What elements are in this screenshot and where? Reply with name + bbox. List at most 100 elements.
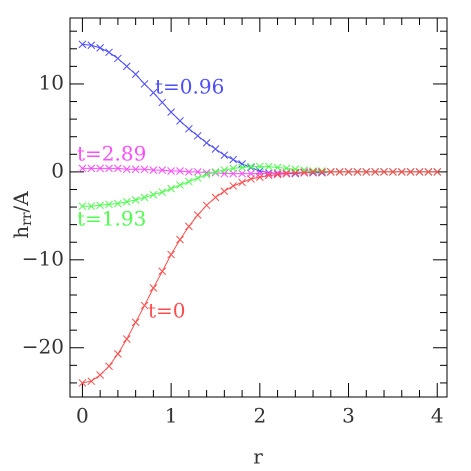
marker bbox=[96, 201, 105, 210]
marker bbox=[229, 182, 238, 190]
marker bbox=[318, 167, 326, 175]
marker bbox=[167, 108, 175, 116]
y-tick-label: −10 bbox=[22, 246, 64, 270]
marker bbox=[96, 164, 105, 173]
marker bbox=[105, 200, 113, 209]
marker bbox=[202, 139, 211, 147]
marker bbox=[193, 174, 202, 182]
series-label: t=2.89 bbox=[77, 142, 146, 166]
marker bbox=[140, 193, 149, 202]
marker bbox=[211, 168, 220, 177]
marker bbox=[149, 190, 158, 199]
marker bbox=[406, 168, 415, 176]
marker bbox=[389, 168, 397, 176]
x-axis-label: r bbox=[253, 445, 263, 469]
marker bbox=[238, 160, 246, 168]
marker bbox=[353, 168, 362, 176]
marker bbox=[78, 164, 87, 173]
marker bbox=[176, 181, 184, 189]
marker bbox=[247, 163, 255, 172]
marker bbox=[158, 166, 167, 174]
marker bbox=[344, 168, 353, 176]
marker bbox=[238, 163, 246, 172]
marker bbox=[176, 167, 184, 175]
marker bbox=[264, 171, 273, 180]
series-line bbox=[82, 171, 438, 384]
x-tick-label: 0 bbox=[76, 404, 89, 428]
x-tick-label: 2 bbox=[253, 404, 266, 428]
y-label-main: h bbox=[9, 226, 33, 239]
marker bbox=[140, 165, 149, 174]
marker bbox=[114, 54, 122, 63]
marker bbox=[158, 98, 167, 107]
marker bbox=[229, 155, 238, 164]
marker bbox=[291, 168, 300, 177]
marker bbox=[211, 193, 220, 202]
y-label-tail: /A bbox=[9, 191, 33, 213]
marker bbox=[193, 131, 202, 140]
marker bbox=[149, 88, 158, 97]
marker bbox=[114, 199, 122, 208]
marker bbox=[318, 168, 326, 176]
marker bbox=[87, 377, 96, 386]
marker bbox=[87, 202, 96, 211]
marker bbox=[211, 145, 220, 153]
marker bbox=[211, 168, 220, 176]
marker bbox=[78, 379, 87, 387]
marker bbox=[300, 168, 309, 177]
marker bbox=[176, 235, 184, 244]
marker bbox=[326, 168, 335, 176]
series-label: t=1.93 bbox=[77, 207, 146, 231]
marker bbox=[264, 162, 273, 171]
marker bbox=[309, 168, 317, 176]
marker bbox=[105, 48, 113, 57]
marker bbox=[362, 168, 371, 176]
marker bbox=[185, 168, 193, 176]
marker bbox=[318, 168, 326, 177]
marker bbox=[433, 168, 442, 176]
marker bbox=[167, 167, 175, 175]
marker bbox=[96, 371, 105, 379]
marker bbox=[220, 151, 229, 160]
marker bbox=[202, 201, 211, 210]
marker bbox=[140, 301, 149, 310]
marker bbox=[87, 41, 96, 50]
marker bbox=[149, 166, 158, 174]
marker bbox=[114, 350, 122, 358]
marker bbox=[105, 362, 113, 371]
marker bbox=[424, 168, 433, 176]
y-axis-label: hrr/A bbox=[9, 191, 36, 239]
marker bbox=[185, 124, 193, 133]
marker bbox=[78, 202, 87, 211]
marker bbox=[255, 169, 264, 178]
marker bbox=[255, 173, 264, 182]
marker bbox=[229, 164, 238, 173]
marker bbox=[96, 44, 105, 52]
marker bbox=[397, 168, 406, 176]
marker bbox=[220, 166, 229, 174]
marker bbox=[220, 169, 229, 178]
marker bbox=[273, 169, 282, 178]
marker bbox=[176, 117, 184, 125]
marker bbox=[131, 318, 140, 327]
marker bbox=[122, 197, 131, 206]
marker bbox=[78, 40, 87, 49]
marker bbox=[140, 80, 149, 88]
y-label-sub: rr bbox=[19, 212, 35, 226]
marker bbox=[114, 164, 122, 173]
marker bbox=[122, 335, 131, 343]
marker bbox=[122, 165, 131, 174]
marker bbox=[309, 167, 317, 175]
y-tick-label: 10 bbox=[39, 70, 64, 94]
series-label: t=0 bbox=[148, 299, 186, 323]
marker bbox=[131, 165, 140, 174]
marker bbox=[282, 169, 291, 178]
marker bbox=[202, 170, 211, 179]
marker bbox=[335, 168, 344, 176]
marker bbox=[193, 168, 202, 176]
marker bbox=[131, 70, 140, 79]
marker bbox=[131, 196, 140, 204]
marker bbox=[185, 222, 193, 231]
marker bbox=[273, 170, 282, 179]
